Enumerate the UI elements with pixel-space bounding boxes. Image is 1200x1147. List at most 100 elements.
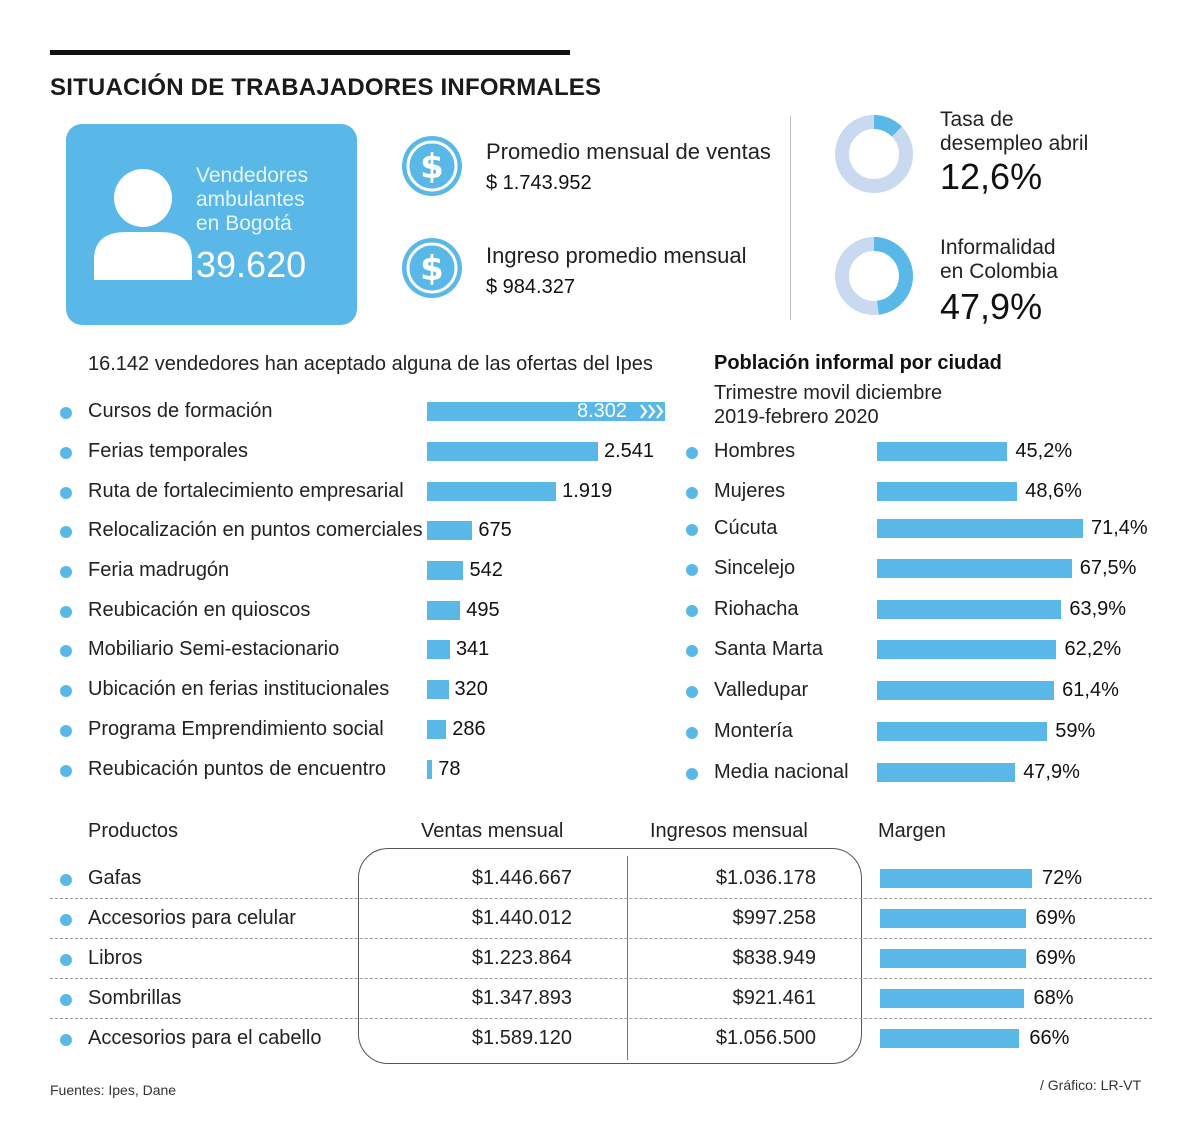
dollar-icon: $ <box>402 136 462 196</box>
product-name: Accesorios para el cabello <box>88 1027 322 1049</box>
ipes-row-label: Mobiliario Semi-estacionario <box>88 638 340 660</box>
product-name: Libros <box>88 947 143 969</box>
informality-donut <box>835 237 913 315</box>
ipes-row-label: Ferias temporales <box>88 440 249 462</box>
unemployment-donut-arc <box>835 115 913 193</box>
col-products: Productos <box>88 820 179 842</box>
bullet-dot <box>60 1034 72 1046</box>
bullet-dot <box>60 914 72 926</box>
unemployment-label-line: desempleo abril <box>940 132 1089 155</box>
city-bar-value: 59% <box>1055 720 1096 742</box>
bullet-dot <box>60 606 72 618</box>
margin-bar <box>880 909 1026 928</box>
margin-bar <box>880 949 1026 968</box>
bullet-dot <box>60 407 72 419</box>
ipes-chart-title: 16.142 vendedores han aceptado alguna de… <box>88 353 653 375</box>
bullet-dot <box>686 727 698 739</box>
bullet-dot <box>60 447 72 459</box>
unemployment-label: Tasa de desempleo abril <box>940 108 1088 156</box>
city-bar <box>877 559 1072 578</box>
city-row-label: Cúcuta <box>714 517 778 539</box>
ipes-bar-value: 320 <box>454 678 488 700</box>
bullet-dot <box>60 725 72 737</box>
city-row-label: Sincelejo <box>714 557 796 579</box>
col-sales: Ventas mensual <box>421 820 564 842</box>
ipes-bar-value: 78 <box>438 758 461 780</box>
title-rule <box>50 50 570 55</box>
margin-value: 69% <box>1035 907 1076 929</box>
ipes-bar <box>427 601 461 620</box>
ipes-bar <box>427 720 447 739</box>
ipes-bar <box>427 680 449 699</box>
informality-label-line: en Colombia <box>940 260 1058 283</box>
bullet-dot <box>60 874 72 886</box>
city-bar <box>877 640 1057 659</box>
city-chart-subtitle-line: Trimestre movil diciembre <box>714 382 943 404</box>
divider <box>790 116 791 320</box>
ipes-bar-value: 542 <box>469 559 503 581</box>
city-row-label: Riohacha <box>714 598 799 620</box>
col-margin: Margen <box>878 820 946 842</box>
ipes-row-label: Reubicación en quioscos <box>88 599 311 621</box>
avg-sales-label: Promedio mensual de ventas <box>486 139 771 164</box>
avg-income-value: $ 984.327 <box>486 276 575 298</box>
ipes-bar-value: 1.919 <box>562 480 613 502</box>
margin-value: 69% <box>1035 947 1076 969</box>
page-title: SITUACIÓN DE TRABAJADORES INFORMALES <box>50 74 602 101</box>
vendors-card <box>66 124 357 325</box>
ipes-bar-value: 286 <box>452 718 486 740</box>
city-bar-value: 62,2% <box>1064 638 1122 660</box>
ipes-bar <box>427 402 665 421</box>
ipes-bar <box>427 561 464 580</box>
margin-value: 68% <box>1033 987 1074 1009</box>
city-chart-title: Población informal por ciudad <box>714 352 1002 374</box>
ipes-bar-value: 341 <box>455 638 490 660</box>
bullet-dot <box>686 645 698 657</box>
ipes-bar-value: 8.302 <box>577 400 628 422</box>
unemployment-value: 12,6% <box>940 156 1043 197</box>
values-divider <box>627 856 628 1060</box>
informality-label-line: Informalidad <box>940 236 1056 259</box>
vendors-label-line: Vendedores <box>196 164 309 187</box>
avg-sales-value: $ 1.743.952 <box>486 172 592 194</box>
city-bar-value: 45,2% <box>1015 440 1073 462</box>
city-row-label: Santa Marta <box>714 638 823 660</box>
city-bar <box>877 482 1018 501</box>
ipes-row-label: Reubicación puntos de encuentro <box>88 758 386 780</box>
margin-bar <box>880 1029 1020 1048</box>
bullet-dot <box>60 526 72 538</box>
vendors-label-line: ambulantes <box>196 188 305 211</box>
dollar-icon: $ <box>402 238 462 298</box>
bullet-dot <box>686 564 698 576</box>
margin-value: 66% <box>1029 1027 1070 1049</box>
svg-text:$: $ <box>420 147 444 187</box>
city-chart-subtitle: Trimestre movil diciembre 2019-febrero 2… <box>714 381 942 429</box>
bullet-dot <box>60 685 72 697</box>
ipes-bar-value: 675 <box>478 519 512 541</box>
bullet-dot <box>686 686 698 698</box>
city-bar <box>877 600 1062 619</box>
city-row-label: Montería <box>714 720 793 742</box>
margin-bar <box>880 989 1024 1008</box>
city-bar-value: 71,4% <box>1091 517 1148 539</box>
city-bar <box>877 519 1083 538</box>
svg-text:$: $ <box>420 249 444 289</box>
credit: / Gráfico: LR-VT <box>1040 1077 1142 1093</box>
unemployment-label-line: Tasa de <box>940 108 1014 131</box>
values-frame <box>358 848 862 1064</box>
city-row-label: Hombres <box>714 440 796 462</box>
bullet-dot <box>686 524 698 536</box>
city-bar-value: 48,6% <box>1025 480 1082 502</box>
bullet-dot <box>60 487 72 499</box>
ipes-row-label: Ubicación en ferias institucionales <box>88 678 390 700</box>
ipes-bar <box>427 760 433 779</box>
ipes-row-label: Ruta de fortalecimiento empresarial <box>88 480 404 502</box>
ipes-row-label: Programa Emprendimiento social <box>88 718 384 740</box>
city-row-label: Mujeres <box>714 480 786 502</box>
ipes-row-label: Feria madrugón <box>88 559 230 581</box>
vendors-value: 39.620 <box>196 244 307 285</box>
bullet-dot <box>60 765 72 777</box>
bullet-dot <box>686 605 698 617</box>
city-chart-subtitle-line: 2019-febrero 2020 <box>714 406 879 428</box>
ipes-bar <box>427 640 450 659</box>
